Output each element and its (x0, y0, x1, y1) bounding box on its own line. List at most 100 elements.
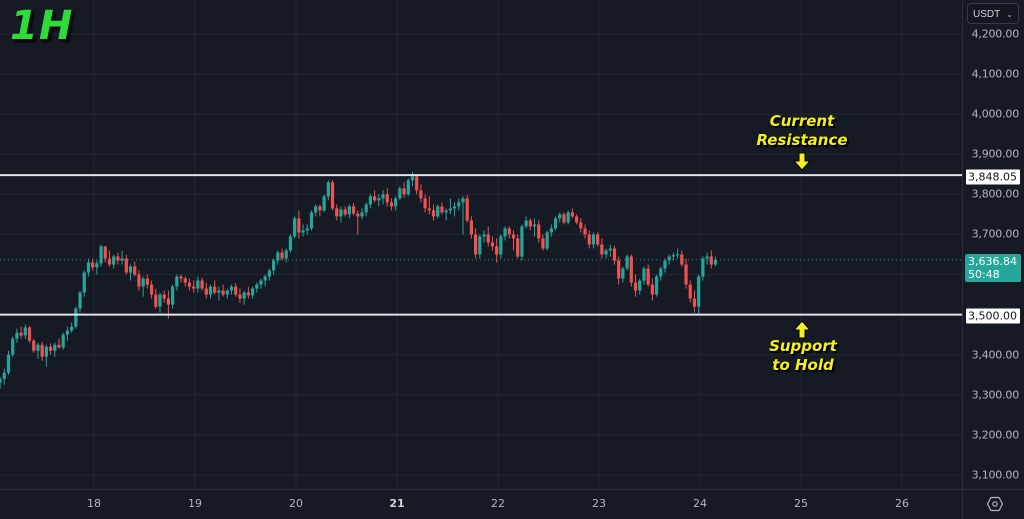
candle (225, 288, 229, 299)
candle (440, 202, 444, 215)
candle (229, 284, 234, 295)
candle (541, 234, 545, 251)
candle (347, 204, 351, 219)
candle (2, 368, 6, 385)
price-axis[interactable]: USDT ⌄ 4,200.00 4,100.00 4,000.00 3,900.00 3… (962, 0, 1024, 489)
candle (402, 182, 406, 199)
candle (406, 178, 410, 197)
candle (234, 283, 238, 297)
candlestick-plot[interactable] (0, 0, 962, 489)
candle (74, 306, 78, 329)
price-tick-label: 3,400.00 (971, 348, 1020, 362)
candle (293, 216, 297, 239)
candle (621, 266, 625, 283)
candle (61, 332, 65, 350)
candle (272, 258, 276, 275)
candle (381, 190, 385, 205)
candle (625, 254, 629, 271)
timeframe-label: 1H (10, 3, 74, 49)
candle (667, 254, 671, 265)
candle (520, 224, 524, 261)
currency-selector[interactable]: USDT ⌄ (967, 3, 1019, 24)
candle (263, 274, 267, 287)
candle (309, 210, 314, 231)
candle (516, 234, 520, 259)
candle (629, 254, 633, 287)
candle (208, 284, 213, 299)
price-tick-label: 3,900.00 (971, 147, 1020, 161)
price-tick-label: 3,100.00 (971, 468, 1020, 482)
candle (503, 226, 507, 241)
candle (246, 286, 250, 299)
candle (288, 234, 293, 253)
candle (120, 250, 124, 265)
candle (486, 226, 490, 247)
candle (558, 212, 562, 223)
candle (663, 258, 667, 273)
candle (27, 325, 32, 343)
candle (238, 288, 242, 303)
candle (604, 248, 608, 259)
candle (511, 230, 516, 251)
candle (385, 188, 389, 207)
candle (133, 261, 137, 277)
candle (162, 290, 166, 303)
candle (676, 248, 680, 259)
candle (137, 270, 141, 291)
settings-icon[interactable] (987, 496, 1003, 512)
candle (452, 202, 457, 217)
candle (335, 204, 339, 221)
time-axis[interactable]: 18 19 20 21 22 23 24 25 26 (0, 489, 962, 519)
candle (351, 203, 356, 216)
candle (23, 324, 27, 339)
price-tick-label: 4,100.00 (971, 67, 1020, 81)
last-price-badge: 3,636.84 50:48 (965, 254, 1021, 282)
time-tick-label: 24 (693, 497, 707, 510)
candle (99, 244, 103, 267)
candle (204, 282, 208, 299)
candle (149, 280, 154, 299)
bar-countdown: 50:48 (968, 268, 1000, 281)
candle (221, 284, 225, 297)
candle (583, 224, 587, 239)
candle (633, 274, 638, 297)
candle (591, 232, 596, 249)
price-tick-label: 3,800.00 (971, 187, 1020, 201)
candle (444, 208, 448, 221)
candle (141, 276, 145, 297)
candle (360, 208, 364, 220)
candle (566, 210, 570, 225)
candle (267, 268, 272, 281)
candle (187, 278, 192, 291)
candle (398, 186, 402, 201)
resistance-annotation-line1: Current (769, 112, 835, 130)
candle (124, 254, 128, 275)
candle (579, 218, 583, 233)
candle (57, 338, 61, 349)
candle (545, 230, 549, 251)
candle (326, 180, 330, 201)
arrow-up-icon (793, 320, 811, 339)
candle (301, 224, 305, 237)
time-tick-label: 20 (289, 497, 303, 510)
candle (11, 336, 15, 357)
candle (318, 204, 322, 217)
candle (158, 292, 162, 313)
price-tick-label: 3,300.00 (971, 388, 1020, 402)
candle (553, 216, 558, 231)
candle (570, 208, 575, 219)
resistance-price-label: 3,848.05 (966, 169, 1020, 185)
candle (276, 250, 280, 265)
candle (617, 256, 621, 285)
candle (671, 252, 676, 261)
candle (612, 245, 617, 265)
support-annotation-line1: Support (769, 337, 837, 355)
candle (373, 190, 377, 203)
candle (116, 252, 120, 265)
price-pane[interactable]: 1H Current Resistance Support to Hold (0, 0, 962, 489)
candle (507, 226, 511, 239)
candle (53, 342, 57, 357)
candle (650, 278, 654, 301)
candle (217, 286, 221, 301)
